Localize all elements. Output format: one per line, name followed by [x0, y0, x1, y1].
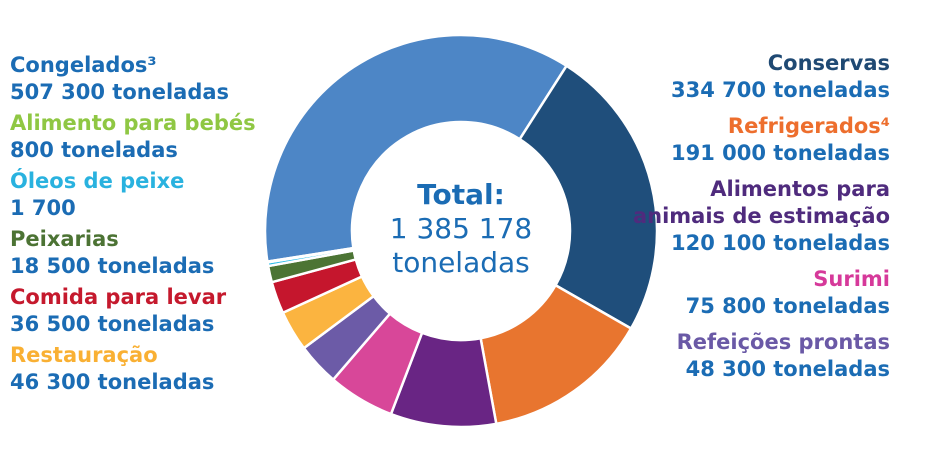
- legend-entry-surimi: Surimi 75 800 toneladas: [630, 266, 890, 320]
- segment-bebes: [266, 246, 355, 264]
- segment-congelados: [263, 33, 568, 263]
- legend-entry-alimento-bebes: Alimento para bebés 800 toneladas: [10, 110, 260, 164]
- category-label-comida-levar: Comida para levar: [10, 285, 227, 309]
- category-label-restauracao: Restauração: [10, 343, 158, 367]
- category-label-animais-estimacao: Alimentos para animais de estimação: [632, 177, 890, 228]
- legend-entry-oleos-peixe: Óleos de peixe 1 700: [10, 168, 260, 222]
- category-value-animais-estimacao: 120 100 toneladas: [670, 231, 890, 255]
- category-value-congelados: 507 300 toneladas: [10, 80, 230, 104]
- category-label-peixarias: Peixarias: [10, 227, 119, 251]
- category-value-restauracao: 46 300 toneladas: [10, 370, 215, 394]
- legend-entry-conservas: Conservas 334 700 toneladas: [630, 50, 890, 104]
- category-label-surimi: Surimi: [813, 267, 890, 291]
- donut-center-total: Total: 1 385 178 toneladas: [361, 178, 561, 280]
- category-value-surimi: 75 800 toneladas: [685, 294, 890, 318]
- legend-entry-peixarias: Peixarias 18 500 toneladas: [10, 226, 260, 280]
- category-value-refrigerados: 191 000 toneladas: [670, 141, 890, 165]
- legend-entry-refeicoes-prontas: Refeições prontas 48 300 toneladas: [630, 329, 890, 383]
- category-value-alimento-bebes: 800 toneladas: [10, 138, 178, 162]
- legend-entry-animais-estimacao: Alimentos para animais de estimação 120 …: [630, 176, 890, 257]
- total-value: 1 385 178: [389, 212, 533, 245]
- legend-entry-comida-levar: Comida para levar 36 500 toneladas: [10, 284, 260, 338]
- category-value-comida-levar: 36 500 toneladas: [10, 312, 215, 336]
- category-label-refrigerados: Refrigerados⁴: [727, 114, 890, 138]
- category-label-refeicoes-prontas: Refeições prontas: [676, 330, 890, 354]
- category-value-refeicoes-prontas: 48 300 toneladas: [685, 357, 890, 381]
- segment-conservas: [518, 64, 659, 330]
- category-label-oleos-peixe: Óleos de peixe: [10, 169, 185, 193]
- total-unit: toneladas: [392, 246, 530, 279]
- legend-right: Conservas 334 700 toneladas Refrigerados…: [630, 50, 890, 392]
- category-label-alimento-bebes: Alimento para bebés: [10, 111, 256, 135]
- category-value-peixarias: 18 500 toneladas: [10, 254, 215, 278]
- donut-chart: [263, 33, 659, 429]
- category-label-conservas: Conservas: [767, 51, 890, 75]
- legend-entry-congelados: Congelados³ 507 300 toneladas: [10, 52, 260, 106]
- legend-left: Congelados³ 507 300 toneladas Alimento p…: [10, 52, 260, 400]
- category-value-conservas: 334 700 toneladas: [670, 78, 890, 102]
- legend-entry-restauracao: Restauração 46 300 toneladas: [10, 342, 260, 396]
- category-label-congelados: Congelados³: [10, 53, 157, 77]
- category-value-oleos-peixe: 1 700: [10, 196, 76, 220]
- legend-entry-refrigerados: Refrigerados⁴ 191 000 toneladas: [630, 113, 890, 167]
- total-title: Total:: [417, 178, 505, 211]
